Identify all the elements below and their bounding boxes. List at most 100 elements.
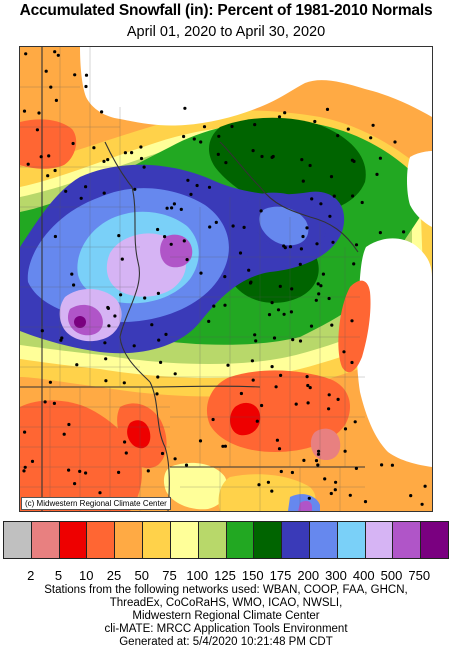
legend-tick-label: 400 — [352, 568, 375, 583]
station-dot — [371, 123, 375, 127]
station-dot — [354, 243, 359, 247]
station-dot — [350, 158, 354, 162]
station-dot — [270, 489, 274, 493]
band-red-west — [127, 420, 151, 449]
station-dot — [290, 470, 294, 475]
band-dark-green — [208, 117, 366, 214]
station-dot — [122, 381, 126, 385]
snowfall-map: (c) Midwestern Regional Climate Center — [19, 46, 433, 512]
station-dot — [35, 128, 39, 132]
station-dot — [327, 393, 331, 397]
ia-border — [20, 385, 261, 388]
station-dot — [336, 397, 340, 401]
station-dot — [70, 272, 74, 276]
station-dot — [353, 420, 357, 424]
station-dot — [22, 469, 26, 473]
station-dot — [156, 375, 160, 379]
station-dot — [198, 439, 203, 443]
station-dot — [317, 292, 321, 296]
station-dot — [279, 373, 283, 377]
station-dot — [185, 258, 189, 262]
station-dot — [165, 206, 169, 210]
station-dot — [160, 451, 165, 456]
station-dot — [155, 392, 159, 396]
station-dot — [221, 444, 225, 448]
station-dot — [47, 154, 51, 158]
station-dot — [72, 283, 76, 287]
station-dot — [23, 430, 27, 434]
station-dot — [333, 488, 337, 492]
legend-swatch — [198, 522, 227, 558]
station-dot — [259, 209, 263, 213]
station-dot — [98, 491, 102, 495]
station-dot — [302, 458, 306, 462]
station-dot — [313, 119, 317, 124]
station-dot — [103, 341, 107, 345]
station-dot — [249, 280, 253, 284]
station-dot — [230, 124, 234, 129]
station-dot — [104, 357, 108, 361]
band-dark-purple — [74, 316, 86, 328]
station-dot — [173, 457, 177, 461]
station-dot — [173, 372, 177, 376]
station-dot — [314, 298, 318, 302]
band-red-orange-west — [20, 400, 142, 511]
station-dot — [195, 183, 199, 188]
station-dot — [199, 271, 203, 275]
lake-superior — [80, 47, 432, 126]
station-dot — [231, 224, 235, 228]
station-dot — [43, 400, 47, 404]
station-dot — [393, 140, 397, 144]
station-dot — [315, 242, 319, 246]
station-dot — [343, 449, 347, 453]
station-dot — [317, 449, 321, 453]
station-dot — [354, 466, 358, 470]
station-dot — [216, 152, 220, 156]
station-dot — [336, 134, 340, 138]
station-dot — [277, 115, 282, 119]
legend-swatch — [143, 522, 171, 558]
footer-line-4: cli-MATE: MRCC Application Tools Environ… — [104, 623, 348, 635]
station-dot — [294, 402, 298, 406]
station-dot — [238, 251, 243, 255]
station-dot — [305, 226, 309, 230]
station-dot — [316, 452, 321, 456]
station-dot — [117, 234, 121, 238]
station-dots — [22, 50, 427, 506]
station-dot — [328, 214, 332, 218]
station-dot — [150, 323, 154, 327]
station-dot — [183, 106, 187, 110]
station-dot — [255, 419, 259, 423]
station-dot — [260, 154, 264, 159]
station-dot — [212, 304, 216, 308]
station-dot — [378, 231, 382, 235]
legend-swatch — [282, 522, 310, 558]
station-dot — [316, 282, 320, 286]
station-dot — [67, 468, 71, 472]
station-dot — [325, 107, 330, 111]
station-dot — [172, 202, 176, 206]
legend-swatch — [365, 522, 394, 558]
legend-swatch — [309, 522, 338, 558]
station-dot — [305, 375, 309, 379]
station-dot — [214, 220, 218, 224]
station-dot — [163, 235, 167, 239]
station-dot — [156, 291, 160, 295]
station-dot — [321, 272, 325, 276]
station-dot — [239, 391, 243, 396]
station-dot — [170, 206, 174, 210]
station-dot — [250, 359, 254, 363]
station-dot — [59, 338, 63, 342]
legend-tick-label: 50 — [134, 568, 149, 583]
station-dot — [120, 257, 124, 261]
station-dot — [186, 178, 190, 182]
station-dot — [390, 463, 394, 467]
station-dot — [79, 196, 83, 200]
station-dot — [271, 154, 275, 159]
legend-swatch — [226, 522, 255, 558]
station-dot — [329, 175, 334, 179]
station-dot — [334, 480, 338, 484]
copyright-credit: (c) Midwestern Regional Climate Center — [21, 497, 171, 510]
station-dot — [306, 401, 310, 405]
station-dot — [274, 385, 278, 389]
